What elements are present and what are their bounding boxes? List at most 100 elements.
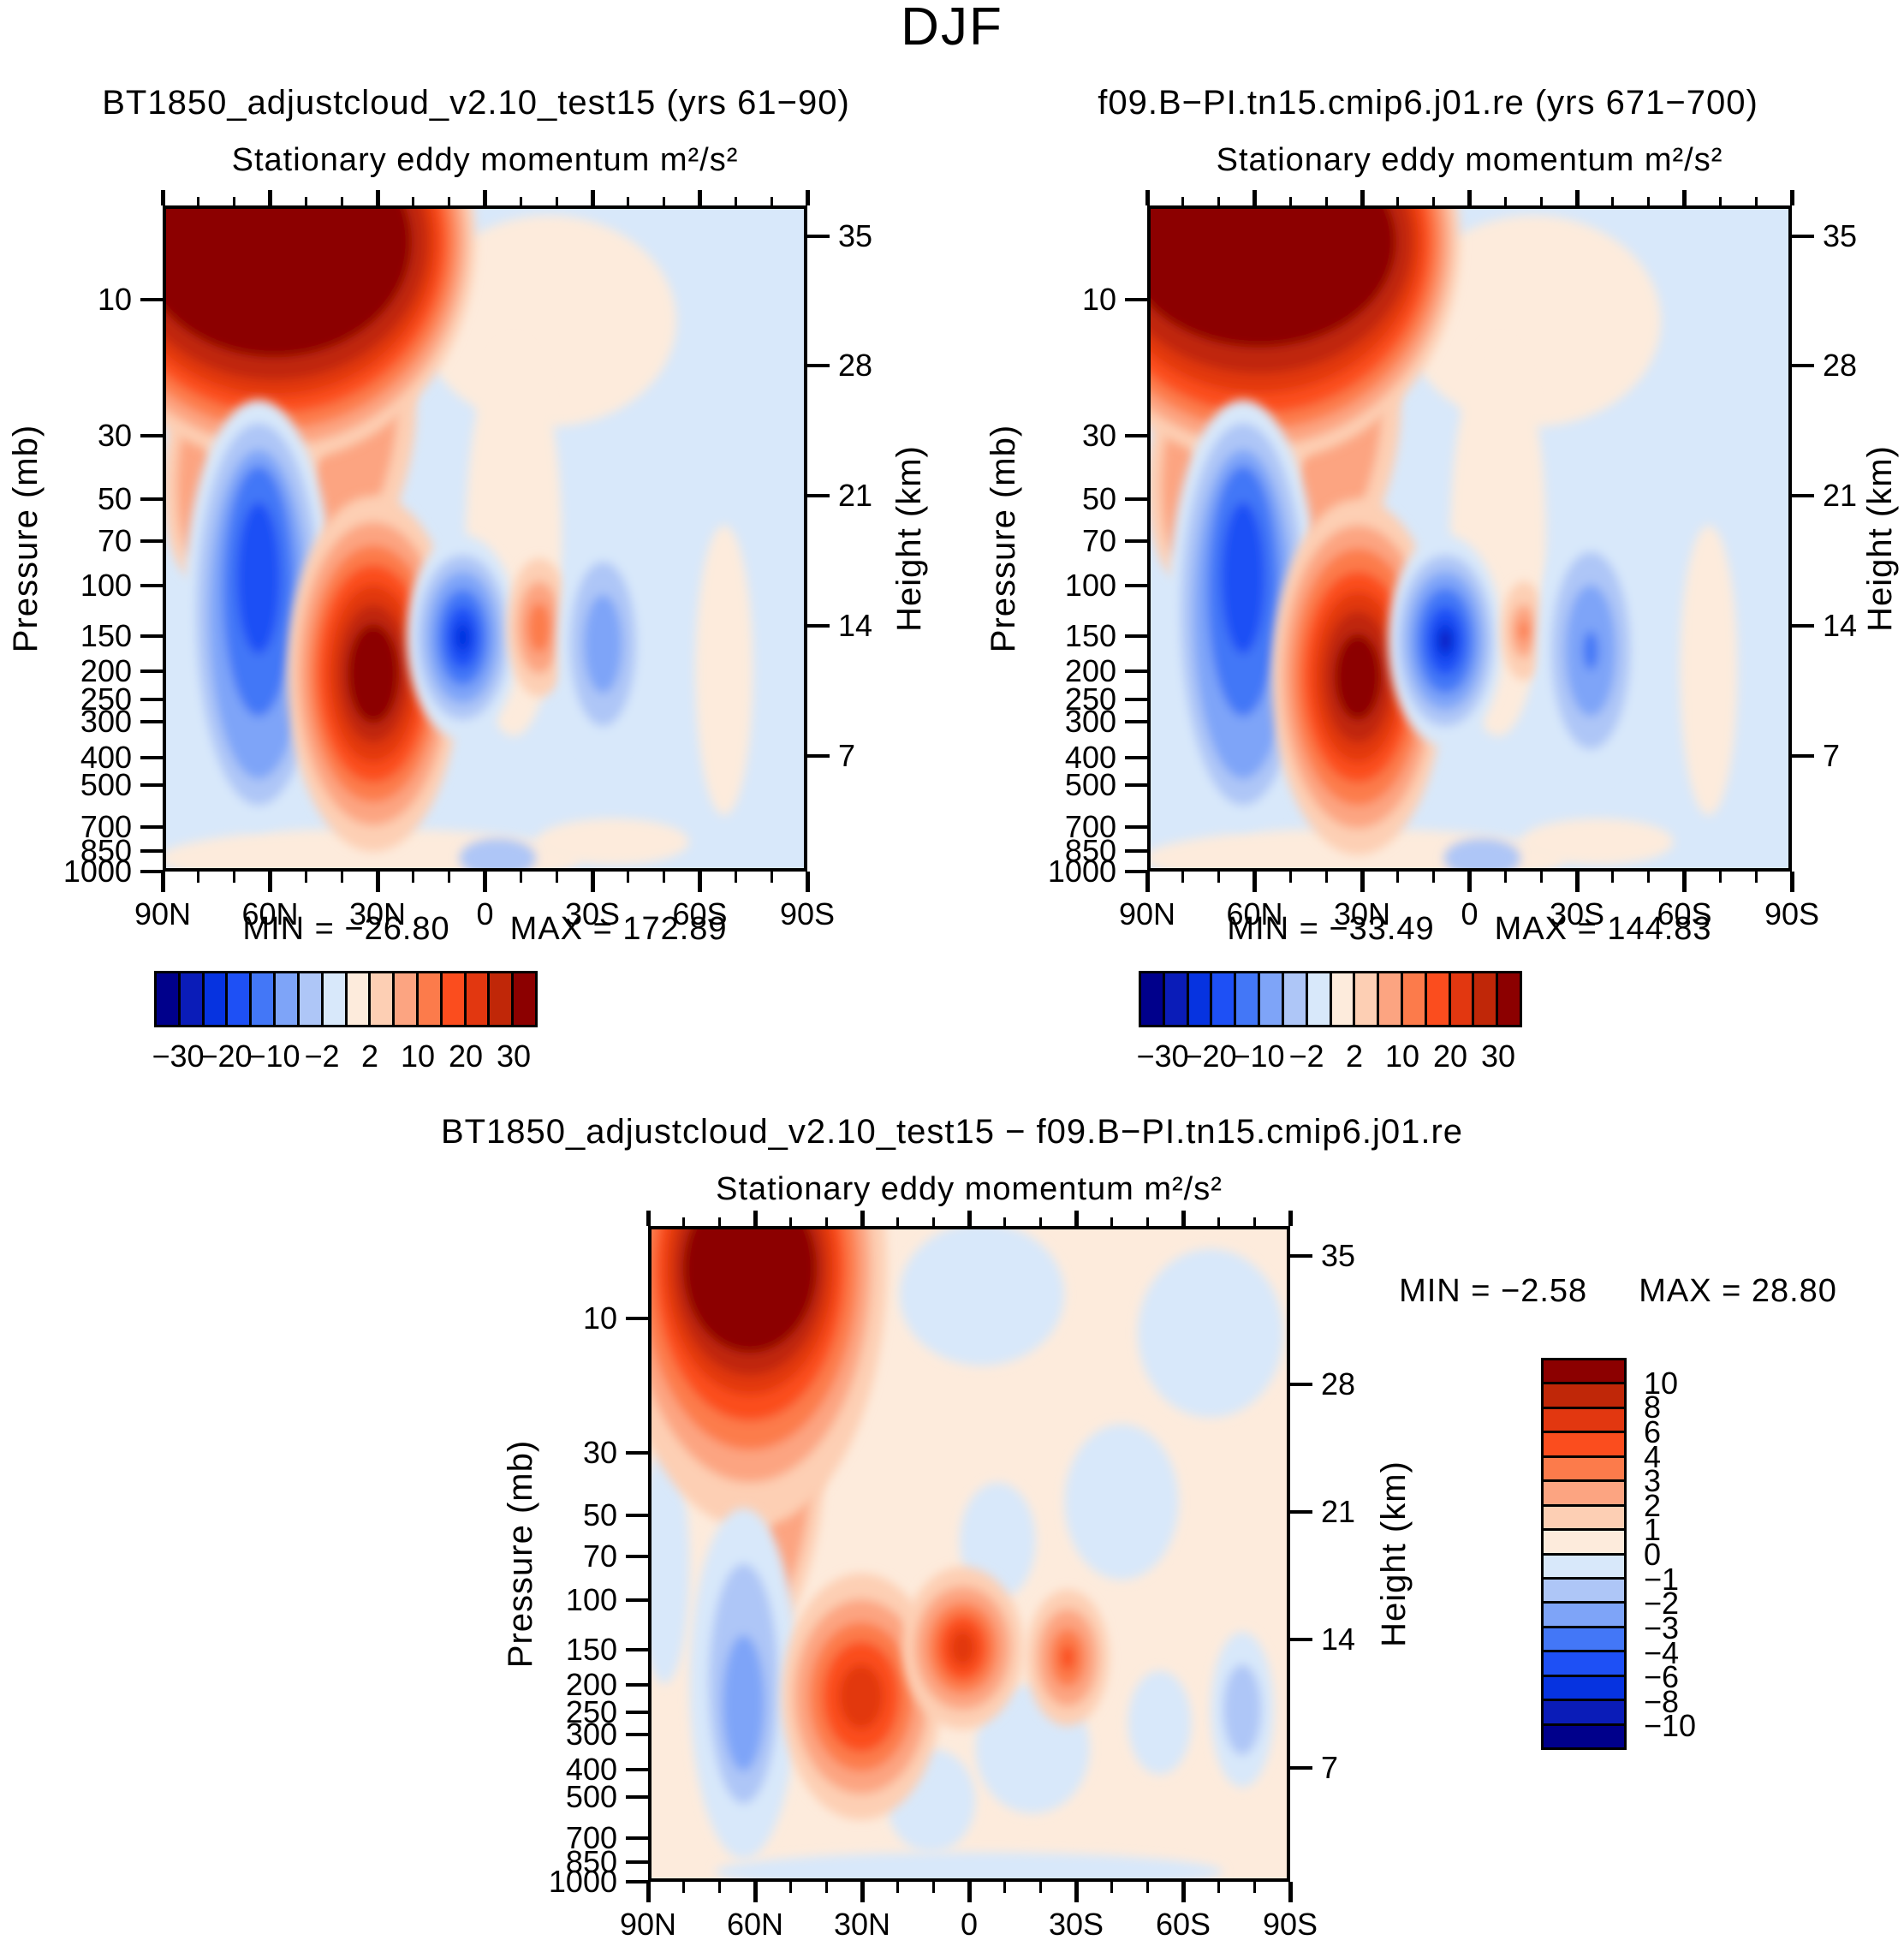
colorbar-tick-label: −30 — [1136, 1038, 1189, 1074]
height-axis-tick — [1792, 623, 1814, 628]
pressure-axis-tick — [626, 1794, 648, 1799]
latitude-axis-tick — [268, 872, 272, 892]
latitude-axis-tick — [770, 872, 773, 883]
colorbar-cell — [225, 973, 250, 1025]
latitude-axis-tick — [717, 1882, 721, 1893]
latitude-axis-tick — [1217, 1882, 1221, 1893]
colorbar-cell — [439, 973, 464, 1025]
latitude-axis-tick — [753, 1882, 758, 1902]
height-axis-tick — [1792, 753, 1814, 758]
pressure-tick-label: 1000 — [62, 854, 132, 889]
pressure-axis-tick — [626, 1860, 648, 1864]
pressure-axis-tick — [140, 497, 163, 502]
latitude-axis-tick — [1718, 872, 1722, 883]
colorbar-cell — [1141, 973, 1163, 1025]
latitude-axis-tick — [860, 1211, 865, 1226]
latitude-axis-tick — [627, 197, 630, 205]
colorbar-cell — [1544, 1552, 1624, 1577]
colorbar-cell — [1544, 1503, 1624, 1529]
pressure-axis-tick — [1125, 849, 1147, 854]
panel-c-pressure-axis-label: Pressure (mb) — [502, 1439, 539, 1669]
latitude-axis-tick — [1038, 1217, 1042, 1226]
latitude-axis-tick — [1217, 197, 1221, 205]
height-axis-tick — [807, 234, 830, 238]
latitude-axis-tick — [233, 872, 236, 883]
latitude-axis-tick — [646, 1211, 651, 1226]
contour-feature-south-bottom-peach — [1520, 818, 1674, 866]
panel-c-subtitle: Stationary eddy momentum m²/s² — [716, 1171, 1223, 1207]
pressure-axis-tick — [1125, 634, 1147, 638]
pressure-tick-label: 10 — [1081, 281, 1116, 317]
colorbar-cell — [1544, 1723, 1624, 1747]
latitude-axis-tick — [824, 1217, 828, 1226]
latitude-axis-tick — [734, 872, 737, 883]
latitude-axis-tick — [931, 1217, 935, 1226]
latitude-axis-tick — [1432, 197, 1436, 205]
latitude-axis-tick — [483, 872, 487, 892]
pressure-tick-label: 700 — [565, 1820, 617, 1856]
page-title: DJF — [901, 0, 1003, 57]
pressure-axis-tick — [1125, 697, 1147, 701]
latitude-axis-tick — [1145, 1882, 1149, 1893]
colorbar-cell — [511, 973, 535, 1025]
latitude-axis-tick — [1360, 190, 1365, 205]
latitude-axis-tick — [627, 872, 630, 883]
contour-feature-south-subtropic-orange — [507, 558, 572, 697]
latitude-axis-tick — [789, 1882, 793, 1893]
colorbar-tick-label: −4 — [1644, 1634, 1680, 1670]
panel-c-height-axis-label: Height (km) — [1375, 1461, 1413, 1647]
pressure-axis-tick — [140, 783, 163, 788]
colorbar-cell — [1186, 973, 1211, 1025]
pressure-axis-tick — [140, 297, 163, 301]
pressure-axis-tick — [626, 1316, 648, 1320]
colorbar-cell — [1544, 1455, 1624, 1480]
latitude-axis-tick — [412, 197, 415, 205]
height-tick-label: 35 — [1823, 217, 1858, 253]
contour-feature-equator-diff-red — [902, 1567, 1024, 1729]
height-axis-tick — [1792, 494, 1814, 498]
latitude-axis-tick — [663, 197, 666, 205]
min-value: MIN = −33.49 — [1227, 911, 1435, 947]
colorbar-tick-label: 20 — [1432, 1038, 1468, 1074]
pressure-axis-tick — [1125, 297, 1147, 301]
colorbar-cell — [249, 973, 274, 1025]
contour-feature-tropical-blue-min — [1388, 535, 1503, 747]
colorbar-cell — [1329, 973, 1354, 1025]
latitude-axis-tick — [1252, 1882, 1256, 1893]
colorbar-cell — [1544, 1382, 1624, 1407]
contour-feature-blue-wash-mid-right — [1064, 1424, 1179, 1580]
pressure-axis-tick — [626, 1450, 648, 1455]
pressure-axis-tick — [1125, 434, 1147, 438]
latitude-axis-tick — [1432, 872, 1436, 883]
colorbar-cell — [320, 973, 345, 1025]
pressure-axis-tick — [626, 1683, 648, 1687]
colorbar-cell — [1544, 1360, 1624, 1383]
colorbar-cell — [1544, 1650, 1624, 1675]
latitude-axis-tick — [1252, 1217, 1256, 1226]
latitude-axis-tick — [1396, 872, 1400, 883]
colorbar-cell — [1496, 973, 1520, 1025]
latitude-axis-tick — [1467, 190, 1472, 205]
latitude-axis-tick — [1503, 872, 1507, 883]
latitude-axis-tick — [555, 872, 558, 883]
colorbar-tick-label: 30 — [1480, 1038, 1516, 1074]
pressure-axis-tick — [140, 539, 163, 544]
latitude-axis-tick — [1252, 872, 1257, 892]
colorbar-cell — [1400, 973, 1425, 1025]
pressure-tick-label: 500 — [1064, 767, 1116, 803]
latitude-axis-tick — [931, 1882, 935, 1893]
latitude-axis-tick — [717, 1217, 721, 1226]
pressure-axis-tick — [140, 669, 163, 674]
pressure-axis-tick — [1125, 497, 1147, 502]
colorbar-tick-label: 10 — [1384, 1038, 1420, 1074]
colorbar-tick-label: 2 — [1345, 1038, 1364, 1074]
colorbar-tick-label: 20 — [448, 1038, 484, 1074]
latitude-axis-tick — [1181, 872, 1185, 883]
pressure-axis-tick — [1125, 756, 1147, 759]
pressure-axis-tick — [1125, 539, 1147, 544]
contour-feature-polar-vortex-max — [166, 209, 476, 463]
panel-b-subtitle: Stationary eddy momentum m²/s² — [1216, 142, 1723, 178]
height-axis-tick — [1290, 1765, 1312, 1770]
latitude-axis-tick — [1110, 1217, 1114, 1226]
latitude-axis-tick — [1574, 872, 1580, 892]
